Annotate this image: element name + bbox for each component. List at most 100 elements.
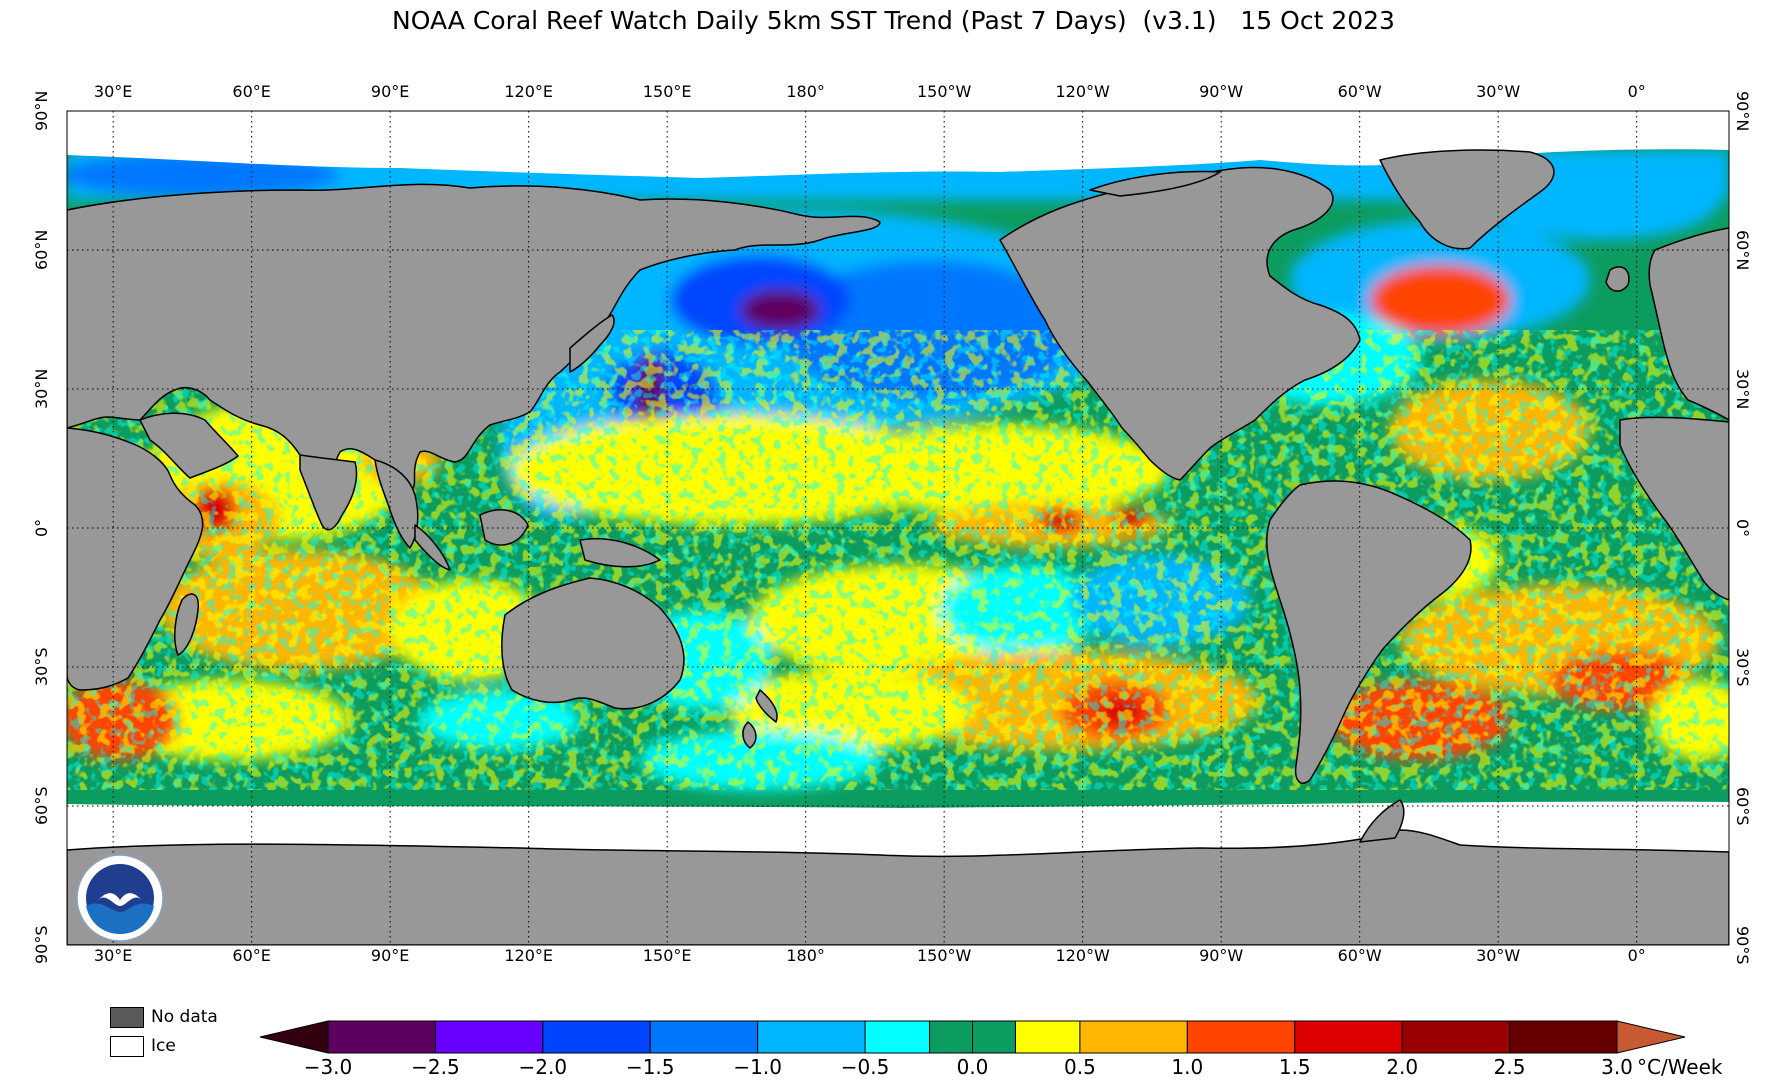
- lat-label-right: 0°: [1733, 518, 1752, 538]
- lon-label-top: 90°E: [370, 82, 410, 101]
- lon-label-top: 180°: [786, 82, 825, 101]
- colorbar-bin: [1294, 1020, 1403, 1054]
- arabia-landmass: [139, 412, 239, 479]
- lon-label-bottom: 30°E: [93, 946, 133, 965]
- eurasia-landmass: [67, 183, 881, 499]
- japan-landmass: [569, 314, 615, 373]
- colorbar-tick-label: 1.0: [1171, 1055, 1204, 1079]
- lat-label-left: 60°N: [32, 229, 51, 271]
- sumatra-landmass: [414, 524, 451, 571]
- ice-label: Ice: [151, 1036, 176, 1056]
- map-frame: [66, 110, 1730, 946]
- colorbar-tick-label: 3.0: [1601, 1055, 1633, 1079]
- lon-label-top: 150°E: [642, 82, 692, 101]
- colorbar-tick-label: 1.5: [1278, 1055, 1311, 1079]
- british-isles-landmass: [1605, 266, 1630, 292]
- colorbar-unit: °C/Week: [1637, 1055, 1723, 1079]
- lat-label-left: 30°N: [32, 368, 51, 410]
- lon-label-bottom: 120°E: [504, 946, 553, 965]
- colorbar-tick-label: −3.0: [303, 1055, 353, 1079]
- antarctica-landmass: [67, 829, 1729, 945]
- africa-landmass: [67, 427, 204, 691]
- map-title: NOAA Coral Reef Watch Daily 5km SST Tren…: [392, 6, 1395, 35]
- graticule: [67, 111, 1729, 945]
- lon-label-top: 120°E: [504, 82, 553, 101]
- new-zealand-landmass: [755, 689, 778, 723]
- colorbar-bin: [972, 1020, 1016, 1054]
- no-data-label: No data: [151, 1007, 218, 1027]
- lat-label-right: 60°N: [1733, 229, 1752, 271]
- australia-landmass: [501, 577, 685, 710]
- noaa-logo: [76, 854, 164, 942]
- colorbar-bin: [1401, 1020, 1511, 1054]
- colorbar-tick-label: −2.0: [518, 1055, 568, 1079]
- sst-trend-map: [66, 110, 1730, 946]
- colorbar-bin: [929, 1020, 973, 1054]
- south-america-landmass: [1265, 480, 1472, 784]
- colorbar-tick-label: 2.5: [1493, 1055, 1526, 1079]
- colorbar-tick-label: −1.5: [625, 1055, 675, 1079]
- lat-label-left: 60°S: [32, 786, 51, 826]
- colorbar-bin: [434, 1020, 544, 1054]
- colorbar-over-arrow: [1616, 1020, 1686, 1054]
- colorbar-bin: [757, 1020, 866, 1054]
- india-landmass: [299, 454, 358, 531]
- lat-label-left: 90°S: [32, 925, 51, 965]
- colorbar-bin: [1014, 1020, 1081, 1054]
- west-africa-landmass: [1619, 416, 1729, 601]
- lon-label-top: 60°W: [1337, 82, 1382, 101]
- colorbar-bin: [1509, 1020, 1618, 1054]
- colorbar-bin: [1079, 1020, 1188, 1054]
- colorbar-bin: [1186, 1020, 1296, 1054]
- lat-label-left: 30°S: [32, 647, 51, 687]
- colorbar-under-arrow: [259, 1020, 329, 1054]
- lat-label-right: 90°N: [1733, 90, 1752, 132]
- borneo-landmass: [479, 509, 529, 546]
- lon-label-top: 60°E: [232, 82, 271, 101]
- colorbar-bin: [864, 1020, 931, 1054]
- indochina-landmass: [374, 459, 419, 549]
- arctic-islands-landmass: [1089, 170, 1221, 197]
- colorbar-bin: [649, 1020, 759, 1054]
- lon-label-bottom: 150°E: [642, 946, 692, 965]
- lon-label-bottom: 90°E: [370, 946, 410, 965]
- colorbar-tick-label: −1.0: [733, 1055, 782, 1079]
- lon-label-top: 150°W: [916, 82, 972, 101]
- lon-label-bottom: 60°E: [232, 946, 271, 965]
- europe-west-landmass: [1648, 227, 1729, 421]
- land-masses: [67, 149, 1729, 945]
- lon-label-bottom: 30°W: [1476, 946, 1521, 965]
- madagascar-landmass: [174, 593, 199, 656]
- new-zealand-south-landmass: [742, 721, 757, 749]
- lon-label-bottom: 0°: [1627, 946, 1646, 965]
- lon-label-top: 0°: [1627, 82, 1646, 101]
- colorbar-bin: [327, 1020, 436, 1054]
- colorbar-tick-label: −0.5: [840, 1055, 890, 1079]
- colorbar-tick-label: 0.5: [1064, 1055, 1096, 1079]
- ice-swatch: [110, 1036, 144, 1057]
- lat-label-left: 90°N: [32, 90, 51, 132]
- north-america-landmass: [999, 166, 1361, 481]
- lon-label-bottom: 60°W: [1337, 946, 1382, 965]
- lon-label-top: 30°W: [1476, 82, 1521, 101]
- lon-label-bottom: 90°W: [1199, 946, 1244, 965]
- lon-label-bottom: 180°: [786, 946, 825, 965]
- lon-label-top: 30°E: [93, 82, 133, 101]
- lat-label-right: 60°S: [1733, 786, 1752, 826]
- lon-label-top: 90°W: [1199, 82, 1244, 101]
- lat-label-right: 90°S: [1733, 925, 1752, 965]
- colorbar-bin: [542, 1020, 651, 1054]
- antarctic-peninsula-landmass: [1359, 799, 1405, 843]
- lat-label-left: 0°: [32, 518, 51, 538]
- lon-label-top: 120°W: [1055, 82, 1110, 101]
- greenland-landmass: [1379, 149, 1555, 250]
- colorbar-tick-label: 2.0: [1386, 1055, 1419, 1079]
- lon-label-bottom: 150°W: [916, 946, 972, 965]
- lat-label-right: 30°S: [1733, 647, 1752, 687]
- new-guinea-landmass: [579, 537, 661, 568]
- lat-label-right: 30°N: [1733, 368, 1752, 410]
- colorbar-tick-label: 0.0: [956, 1055, 989, 1079]
- colorbar-tick-label: −2.5: [411, 1055, 460, 1079]
- no-data-swatch: [110, 1007, 144, 1028]
- lon-label-bottom: 120°W: [1055, 946, 1110, 965]
